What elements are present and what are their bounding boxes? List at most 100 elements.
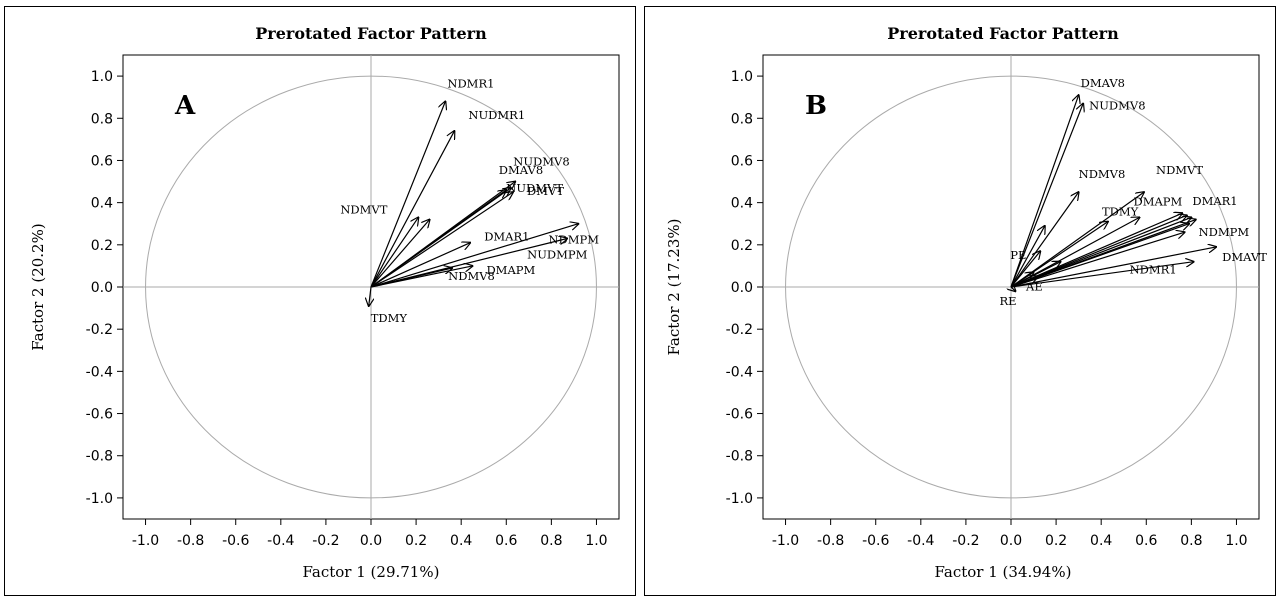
chart-b-y-tick-label: -0.6	[726, 407, 753, 423]
chart-a-vector-label: DMAR1	[484, 230, 529, 244]
chart-b-x-tick-label: 0.4	[1090, 533, 1112, 549]
chart-a-y-tick-label: 0.6	[91, 153, 113, 169]
chart-b-x-tick-label: 1.0	[1225, 533, 1247, 549]
chart-a-vector-label: NDMV8	[448, 269, 495, 283]
chart-b-y-tick-label: 1.0	[731, 69, 753, 85]
chart-b-y-axis-label: Factor 2 (17.23%)	[665, 219, 683, 356]
chart-a-y-tick-label: 0.4	[91, 196, 113, 212]
chart-a-y-tick-label: 0.8	[91, 111, 113, 127]
chart-b-x-tick-label: -0.6	[862, 533, 889, 549]
chart-b-vector-label: AE	[1025, 279, 1043, 293]
chart-a-x-tick-label: -0.6	[222, 533, 249, 549]
chart-b-title: Prerotated Factor Pattern	[887, 24, 1119, 43]
chart-b-vector-label: DMAV8	[1081, 76, 1125, 90]
chart-b-y-tick-label: 0.6	[731, 153, 753, 169]
chart-a-vector-label: DMVT	[527, 184, 564, 198]
chart-b-loading-arrow	[1010, 251, 1040, 288]
chart-b-y-tick-label: -0.2	[726, 322, 753, 338]
chart-b-vector-label: NUDMV8	[1089, 99, 1145, 113]
chart-a-vector-label: NUDMPM	[527, 247, 587, 261]
chart-a-y-tick-label: -0.2	[86, 322, 113, 338]
chart-b-x-tick-label: -0.8	[817, 533, 844, 549]
chart-a-loading-arrow	[370, 101, 445, 288]
chart-b-vector-label: DMAPM	[1134, 194, 1183, 208]
chart-b-x-tick-label: 0.0	[1000, 533, 1022, 549]
chart-a-x-tick-label: -0.8	[177, 533, 204, 549]
chart-a-loading-arrow	[370, 190, 506, 288]
chart-a-x-tick-label: 0.8	[540, 533, 562, 549]
chart-a-vector-label: NDMPM	[548, 233, 599, 247]
chart-b-loading-arrow	[1010, 247, 1216, 288]
chart-b-x-axis-label: Factor 1 (34.94%)	[935, 563, 1072, 581]
chart-a-x-tick-label: 0.2	[405, 533, 427, 549]
chart-a-y-tick-label: 1.0	[91, 69, 113, 85]
chart-a-x-axis-label: Factor 1 (29.71%)	[303, 563, 440, 581]
chart-a-x-tick-label: -1.0	[132, 533, 159, 549]
chart-a-x-tick-label: 0.6	[495, 533, 517, 549]
caption-strip	[4, 597, 1276, 604]
chart-a-svg: Prerotated Factor Pattern -1.0 -0.8 -0.6 -0.…	[29, 24, 620, 581]
chart-b-loading-arrow	[1011, 287, 1016, 291]
chart-a-loading-arrow	[370, 224, 578, 288]
chart-b-vector-label: DMAVT	[1222, 250, 1267, 264]
chart-a-loading-arrow	[369, 286, 371, 306]
chart-a-vector-label: NDMR1	[447, 76, 494, 90]
chart-a-x-tick-label: 0.4	[450, 533, 472, 549]
chart-b-vector-label: DMAR1	[1192, 194, 1237, 208]
chart-b-x-tick-label: -1.0	[772, 533, 799, 549]
chart-a-loading-arrow	[370, 268, 452, 288]
chart-a-y-tick-label: 0.2	[91, 238, 113, 254]
chart-panel-b: Prerotated Factor Pattern -1.0 -0.8 -0.6 -0.…	[644, 6, 1276, 596]
chart-b-vector-label: PE	[1010, 248, 1026, 262]
chart-a-y-tick-label: -1.0	[86, 491, 113, 507]
chart-a-vector-label: TDMY	[371, 311, 408, 325]
chart-b-vector-label: NDMVT	[1156, 163, 1203, 177]
chart-a-loading-arrow	[370, 131, 454, 288]
chart-a-x-tick-label: -0.2	[312, 533, 339, 549]
chart-b-x-tick-label: -0.4	[907, 533, 934, 549]
chart-a-x-tick-label: 0.0	[360, 533, 382, 549]
chart-b-loading-arrow	[1010, 95, 1079, 288]
chart-b-x-tick-label: 0.6	[1135, 533, 1157, 549]
chart-b-y-tick-label: -0.8	[726, 449, 753, 465]
chart-b-y-tick-label: -1.0	[726, 491, 753, 507]
chart-b-y-tick-label: 0.4	[731, 196, 753, 212]
chart-a-loading-arrow	[370, 220, 430, 288]
chart-b-vector-label: NDMV8	[1079, 167, 1126, 181]
chart-a-vector-label: NUDMV8	[513, 155, 569, 169]
chart-a-loading-arrow	[370, 243, 470, 288]
chart-a-y-tick-label: -0.6	[86, 407, 113, 423]
chart-b-x-tick-label: 0.2	[1045, 533, 1067, 549]
chart-b-loading-arrow	[1010, 262, 1194, 288]
chart-a-loading-arrow	[370, 217, 418, 288]
chart-b-vector-label: RE	[1000, 294, 1017, 308]
chart-b-y-tick-label: -0.4	[726, 364, 753, 380]
chart-b-loading-arrow	[1010, 226, 1045, 288]
chart-a-y-tick-label: -0.4	[86, 364, 113, 380]
chart-a-panel-letter: A	[174, 91, 196, 121]
chart-b-loading-arrow	[1010, 224, 1189, 288]
chart-a-y-axis-label: Factor 2 (20.2%)	[29, 223, 47, 350]
chart-b-loading-arrow	[1010, 104, 1083, 288]
chart-b-y-tick-label: 0.0	[731, 280, 753, 296]
chart-b-y-tick-label: 0.8	[731, 111, 753, 127]
chart-a-loading-arrow	[370, 192, 513, 288]
chart-a-x-tick-label: -0.4	[267, 533, 294, 549]
chart-b-vector-label: NDMPM	[1199, 225, 1250, 239]
chart-a-y-tick-label: -0.8	[86, 449, 113, 465]
chart-b-vector-label: TDMY	[1102, 205, 1139, 219]
chart-a-title: Prerotated Factor Pattern	[255, 24, 487, 43]
chart-a-vector-label: NUDMVT	[506, 181, 563, 195]
chart-b-loading-arrow	[1010, 262, 1061, 288]
chart-b-loading-arrow	[1010, 192, 1079, 288]
chart-a-vector-label: DMAPM	[486, 263, 535, 277]
chart-b-svg: Prerotated Factor Pattern -1.0 -0.8 -0.6 -0.…	[665, 24, 1267, 581]
chart-b-panel-letter: B	[805, 91, 827, 121]
chart-a-vector-label: NDMVT	[340, 202, 387, 216]
chart-b-x-tick-label: -0.2	[952, 533, 979, 549]
chart-b-vector-label: NDMR1	[1130, 263, 1177, 277]
chart-a-vector-label: NUDMR1	[468, 108, 525, 122]
chart-b-x-tick-label: 0.8	[1180, 533, 1202, 549]
chart-a-vector-label: DMAV8	[499, 163, 543, 177]
chart-a-y-tick-label: 0.0	[91, 280, 113, 296]
